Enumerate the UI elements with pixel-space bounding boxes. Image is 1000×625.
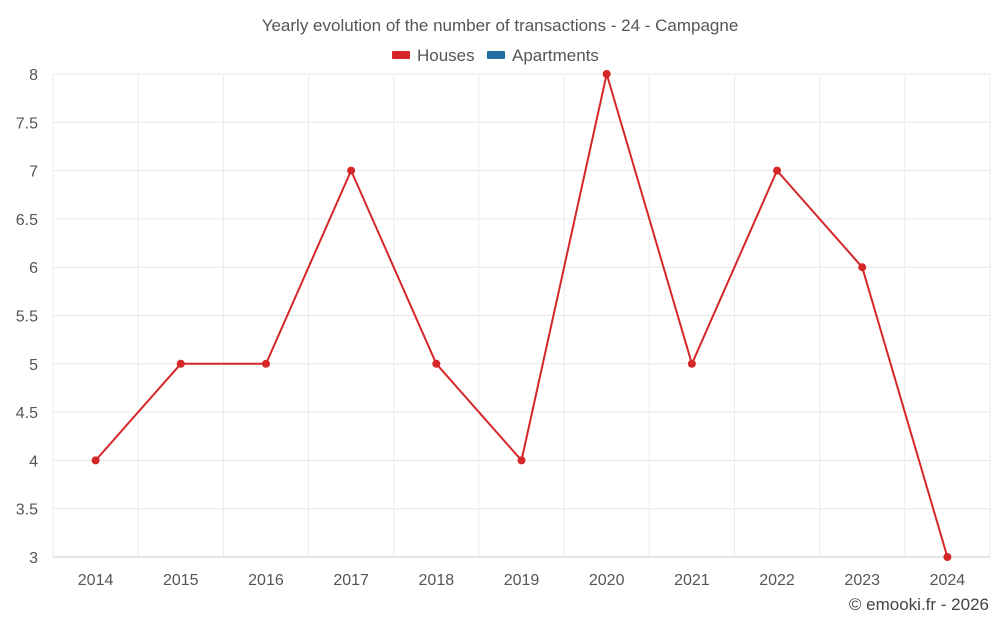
y-tick-label: 5.5	[16, 309, 38, 326]
x-tick-label: 2024	[930, 572, 966, 589]
legend-label-apartments: Apartments	[512, 46, 599, 65]
x-tick-label: 2017	[333, 572, 369, 589]
y-tick-label: 8	[29, 67, 38, 84]
chart-title: Yearly evolution of the number of transa…	[262, 16, 739, 35]
legend-item-apartments[interactable]: Apartments	[487, 46, 599, 65]
data-point-houses[interactable]	[261, 359, 270, 368]
x-tick-label: 2015	[163, 572, 199, 589]
data-point-houses[interactable]	[176, 359, 185, 368]
legend-swatch-apartments	[487, 51, 505, 59]
data-point-houses[interactable]	[602, 70, 611, 78]
data-point-houses[interactable]	[432, 359, 441, 368]
data-point-houses[interactable]	[943, 553, 952, 561]
y-tick-label: 7	[29, 164, 38, 181]
x-tick-label: 2016	[248, 572, 284, 589]
y-tick-label: 6.5	[16, 212, 38, 229]
data-point-houses[interactable]	[858, 263, 867, 272]
x-tick-label: 2018	[419, 572, 455, 589]
y-axis: 3 3.5 4 4.5 5 5.5 6 6.5 7 7.5 8	[16, 67, 38, 567]
y-tick-label: 4	[29, 453, 38, 470]
y-tick-label: 4.5	[16, 405, 38, 422]
x-tick-label: 2022	[759, 572, 795, 589]
grid	[52, 73, 991, 557]
credit: © emooki.fr - 2026	[849, 595, 989, 614]
y-tick-label: 3	[29, 550, 38, 567]
data-point-houses[interactable]	[347, 166, 356, 175]
data-point-houses[interactable]	[91, 456, 100, 465]
y-tick-label: 7.5	[16, 115, 38, 132]
series-houses	[91, 70, 952, 561]
data-point-houses[interactable]	[687, 359, 696, 368]
data-point-houses[interactable]	[517, 456, 526, 465]
x-tick-label: 2021	[674, 572, 710, 589]
y-tick-label: 6	[29, 260, 38, 277]
y-tick-label: 3.5	[16, 502, 38, 519]
legend: Houses Apartments	[392, 46, 599, 65]
x-axis: 2014 2015 2016 2017 2018 2019 2020 2021 2022 2023…	[53, 556, 990, 589]
x-tick-label: 2014	[78, 572, 114, 589]
y-tick-label: 5	[29, 357, 38, 374]
x-tick-label: 2020	[589, 572, 625, 589]
x-tick-label: 2023	[844, 572, 880, 589]
legend-label-houses: Houses	[417, 46, 475, 65]
data-point-houses[interactable]	[773, 166, 782, 175]
legend-swatch-houses	[392, 51, 410, 59]
x-tick-label: 2019	[504, 572, 540, 589]
legend-item-houses[interactable]: Houses	[392, 46, 475, 65]
